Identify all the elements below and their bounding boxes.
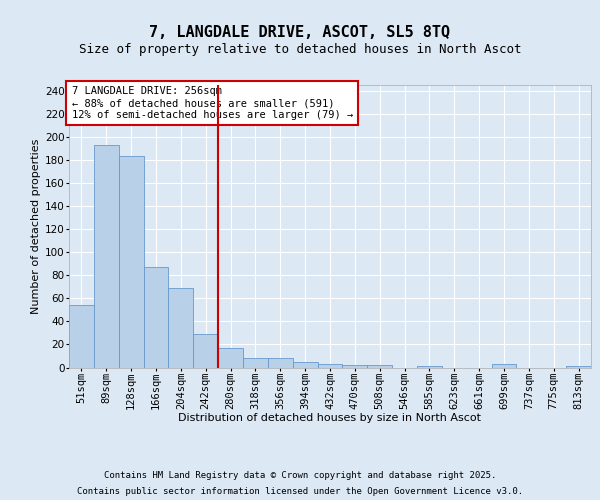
Text: Size of property relative to detached houses in North Ascot: Size of property relative to detached ho… xyxy=(79,44,521,57)
Bar xyxy=(417,366,442,368)
Bar xyxy=(566,366,591,368)
Bar xyxy=(317,364,343,368)
Bar xyxy=(119,156,143,368)
Bar xyxy=(367,365,392,368)
Bar xyxy=(218,348,243,368)
X-axis label: Distribution of detached houses by size in North Ascot: Distribution of detached houses by size … xyxy=(179,414,482,424)
Bar xyxy=(94,145,119,368)
Text: 7, LANGDALE DRIVE, ASCOT, SL5 8TQ: 7, LANGDALE DRIVE, ASCOT, SL5 8TQ xyxy=(149,25,451,40)
Bar xyxy=(343,365,367,368)
Text: Contains HM Land Registry data © Crown copyright and database right 2025.: Contains HM Land Registry data © Crown c… xyxy=(104,472,496,480)
Bar xyxy=(169,288,193,368)
Bar xyxy=(193,334,218,368)
Bar xyxy=(268,358,293,368)
Bar xyxy=(143,267,169,368)
Text: Contains public sector information licensed under the Open Government Licence v3: Contains public sector information licen… xyxy=(77,486,523,496)
Bar xyxy=(243,358,268,368)
Y-axis label: Number of detached properties: Number of detached properties xyxy=(31,138,41,314)
Text: 7 LANGDALE DRIVE: 256sqm
← 88% of detached houses are smaller (591)
12% of semi-: 7 LANGDALE DRIVE: 256sqm ← 88% of detach… xyxy=(71,86,353,120)
Bar xyxy=(293,362,317,368)
Bar xyxy=(69,305,94,368)
Bar xyxy=(491,364,517,368)
